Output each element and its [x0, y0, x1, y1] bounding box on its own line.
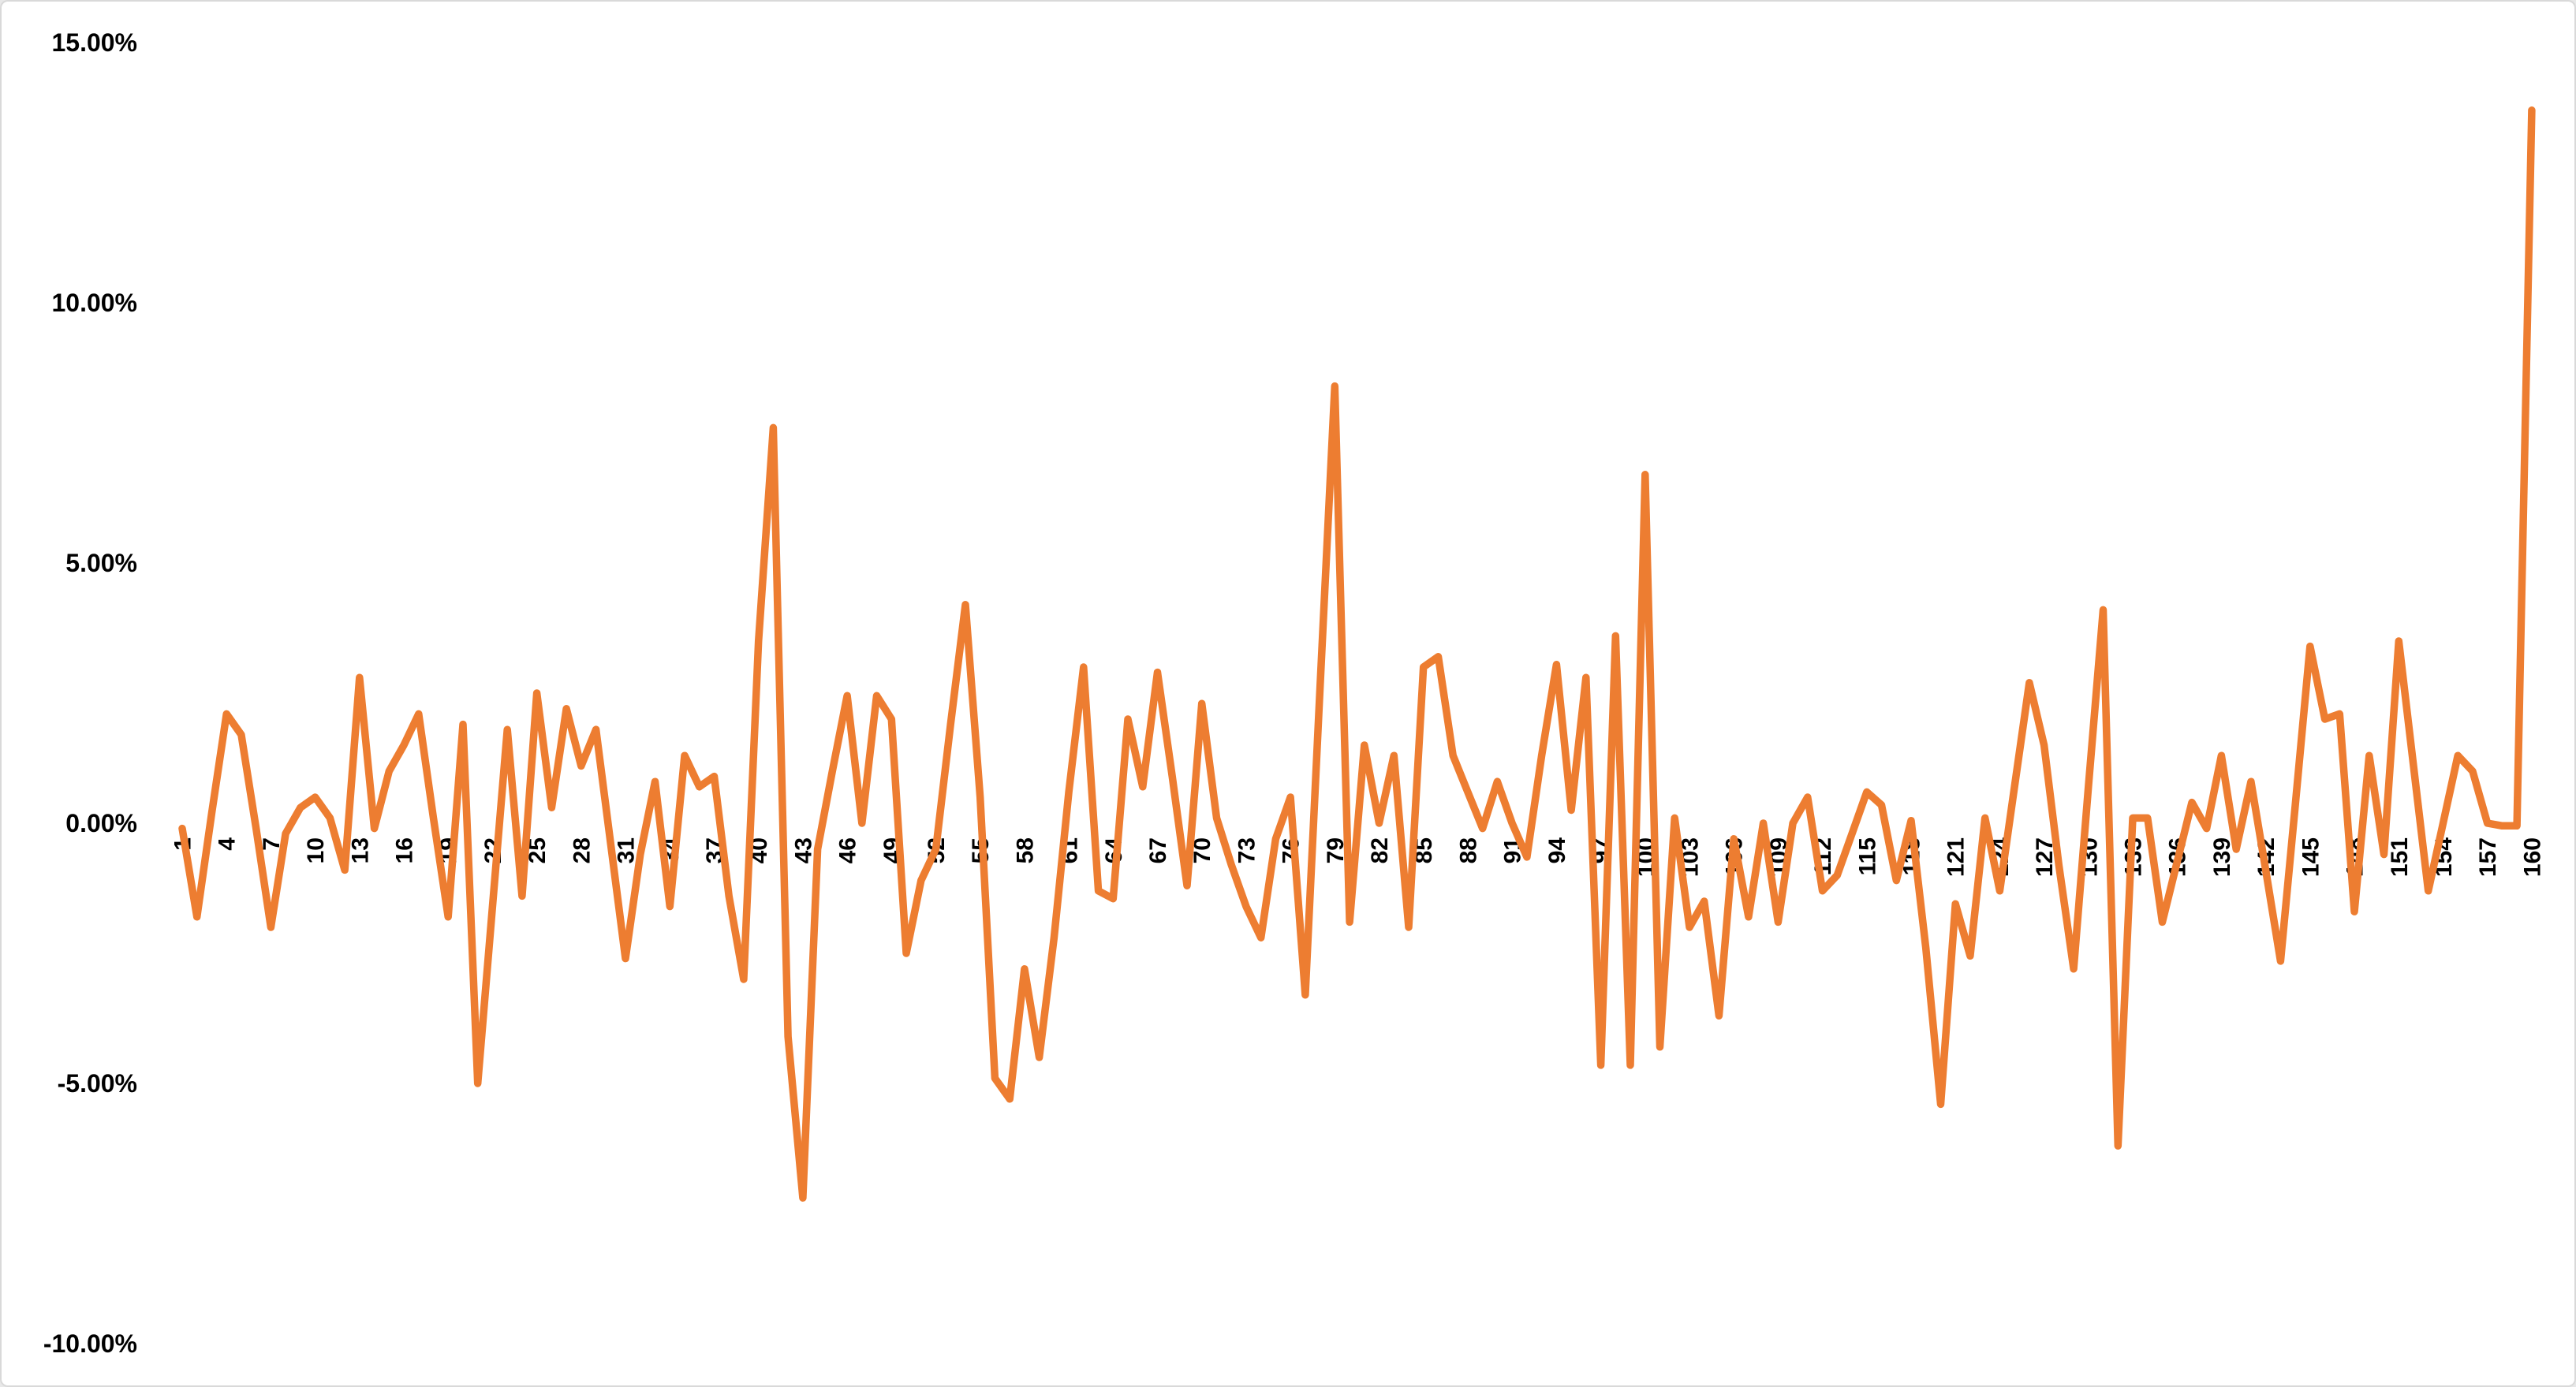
x-axis-tick-label: 46	[835, 837, 861, 863]
x-axis-tick-label: 94	[1544, 837, 1570, 864]
x-axis-tick-label: 4	[215, 837, 241, 851]
x-axis-tick-label: 7	[259, 837, 285, 851]
x-axis-tick-label: 82	[1367, 837, 1393, 863]
x-axis-tick-label: 73	[1234, 837, 1260, 863]
series-line	[178, 106, 2536, 1202]
x-axis-tick-label: 16	[392, 837, 418, 863]
x-axis-tick-label: 145	[2298, 837, 2324, 877]
y-axis-tick-label: 15.00%	[51, 28, 137, 57]
x-axis-tick-label: 10	[303, 837, 329, 863]
x-axis-tick-label: 139	[2209, 837, 2235, 877]
y-axis-tick-label: -5.00%	[58, 1069, 137, 1098]
y-axis-tick-label: 10.00%	[51, 289, 137, 317]
x-axis-tick-label: 43	[790, 837, 816, 863]
x-axis-tick-label: 67	[1145, 837, 1171, 863]
y-axis-tick-labels: 15.00% 10.00% 5.00% 0.00% -5.00% -10.00%	[43, 28, 137, 1358]
y-axis-tick-label: 0.00%	[65, 809, 137, 837]
y-axis-tick-label: -10.00%	[43, 1329, 137, 1358]
x-axis-tick-label: 88	[1455, 837, 1481, 863]
x-axis-tick-label: 13	[347, 837, 373, 863]
x-axis-tick-label: 28	[569, 837, 595, 863]
x-axis-tick-label: 31	[614, 837, 640, 863]
x-axis-tick-label: 58	[1012, 837, 1038, 863]
y-axis-tick-label: 5.00%	[65, 549, 137, 577]
x-axis-tick-label: 157	[2475, 837, 2501, 877]
x-axis-tick-label: 151	[2387, 837, 2413, 877]
x-axis-tick-label: 115	[1854, 837, 1880, 875]
x-axis-tick-label: 121	[1943, 837, 1969, 877]
x-axis-tick-label: 160	[2519, 837, 2545, 877]
